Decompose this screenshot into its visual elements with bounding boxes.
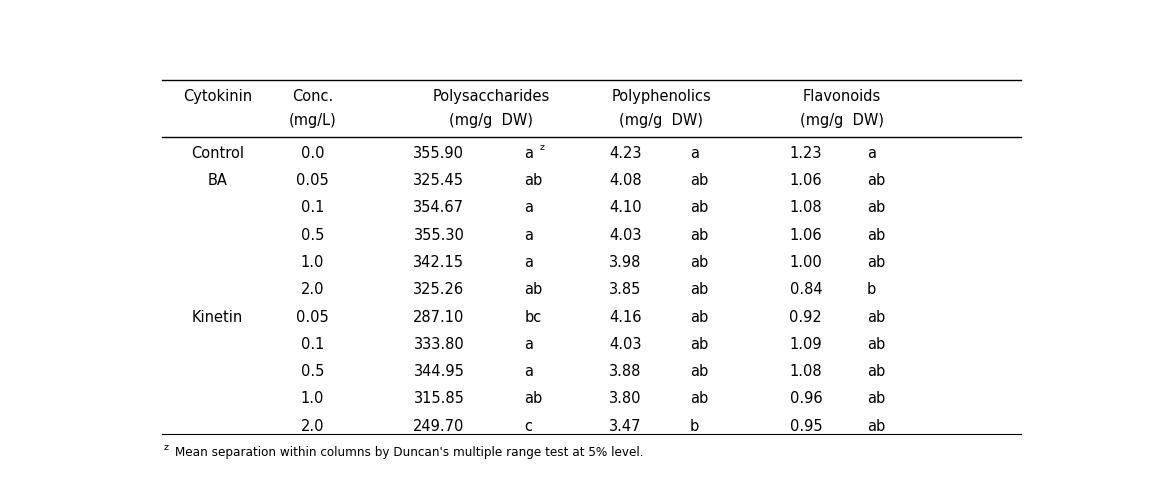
- Text: 249.70: 249.70: [413, 418, 464, 433]
- Text: z: z: [540, 143, 545, 151]
- Text: 0.05: 0.05: [297, 309, 329, 324]
- Text: 0.05: 0.05: [297, 173, 329, 188]
- Text: ab: ab: [690, 336, 709, 351]
- Text: ab: ab: [524, 173, 542, 188]
- Text: (mg/g  DW): (mg/g DW): [620, 113, 703, 128]
- Text: ab: ab: [867, 336, 885, 351]
- Text: Mean separation within columns by Duncan's multiple range test at 5% level.: Mean separation within columns by Duncan…: [174, 445, 643, 458]
- Text: ab: ab: [690, 173, 709, 188]
- Text: a: a: [524, 227, 533, 242]
- Text: a: a: [524, 363, 533, 378]
- Text: 0.92: 0.92: [789, 309, 822, 324]
- Text: ab: ab: [867, 418, 885, 433]
- Text: 0.96: 0.96: [789, 391, 822, 406]
- Text: a: a: [524, 336, 533, 351]
- Text: 344.95: 344.95: [413, 363, 464, 378]
- Text: c: c: [524, 418, 532, 433]
- Text: ab: ab: [690, 391, 709, 406]
- Text: ab: ab: [867, 363, 885, 378]
- Text: 3.80: 3.80: [609, 391, 642, 406]
- Text: a: a: [690, 146, 699, 161]
- Text: Conc.: Conc.: [292, 89, 334, 104]
- Text: ab: ab: [690, 282, 709, 297]
- Text: ab: ab: [690, 200, 709, 215]
- Text: 1.00: 1.00: [789, 255, 822, 270]
- Text: ab: ab: [867, 173, 885, 188]
- Text: 0.1: 0.1: [301, 200, 324, 215]
- Text: 2.0: 2.0: [301, 418, 324, 433]
- Text: 4.03: 4.03: [609, 336, 642, 351]
- Text: 0.84: 0.84: [789, 282, 822, 297]
- Text: 0.1: 0.1: [301, 336, 324, 351]
- Text: (mg/g  DW): (mg/g DW): [449, 113, 533, 128]
- Text: z: z: [164, 442, 168, 451]
- Text: Flavonoids: Flavonoids: [803, 89, 881, 104]
- Text: ab: ab: [524, 391, 542, 406]
- Text: 1.23: 1.23: [789, 146, 822, 161]
- Text: 0.5: 0.5: [301, 363, 324, 378]
- Text: 342.15: 342.15: [413, 255, 464, 270]
- Text: 325.26: 325.26: [413, 282, 464, 297]
- Text: bc: bc: [524, 309, 541, 324]
- Text: Kinetin: Kinetin: [192, 309, 243, 324]
- Text: 315.85: 315.85: [413, 391, 464, 406]
- Text: 287.10: 287.10: [413, 309, 464, 324]
- Text: 1.08: 1.08: [789, 200, 822, 215]
- Text: 354.67: 354.67: [413, 200, 464, 215]
- Text: b: b: [690, 418, 699, 433]
- Text: 3.88: 3.88: [609, 363, 642, 378]
- Text: b: b: [867, 282, 876, 297]
- Text: 333.80: 333.80: [413, 336, 464, 351]
- Text: a: a: [524, 146, 533, 161]
- Text: 1.09: 1.09: [789, 336, 822, 351]
- Text: 0.5: 0.5: [301, 227, 324, 242]
- Text: ab: ab: [690, 363, 709, 378]
- Text: Polysaccharides: Polysaccharides: [433, 89, 550, 104]
- Text: 1.0: 1.0: [301, 255, 324, 270]
- Text: a: a: [524, 200, 533, 215]
- Text: 1.0: 1.0: [301, 391, 324, 406]
- Text: 1.06: 1.06: [789, 173, 822, 188]
- Text: Cytokinin: Cytokinin: [183, 89, 253, 104]
- Text: 1.06: 1.06: [789, 227, 822, 242]
- Text: 4.03: 4.03: [609, 227, 642, 242]
- Text: 1.08: 1.08: [789, 363, 822, 378]
- Text: Control: Control: [192, 146, 245, 161]
- Text: ab: ab: [867, 200, 885, 215]
- Text: 4.16: 4.16: [609, 309, 642, 324]
- Text: 0.95: 0.95: [789, 418, 822, 433]
- Text: 4.10: 4.10: [609, 200, 642, 215]
- Text: ab: ab: [867, 227, 885, 242]
- Text: 355.90: 355.90: [413, 146, 464, 161]
- Text: 4.08: 4.08: [609, 173, 642, 188]
- Text: ab: ab: [524, 282, 542, 297]
- Text: 3.85: 3.85: [609, 282, 642, 297]
- Text: (mg/g  DW): (mg/g DW): [800, 113, 884, 128]
- Text: a: a: [867, 146, 876, 161]
- Text: ab: ab: [867, 309, 885, 324]
- Text: BA: BA: [208, 173, 227, 188]
- Text: a: a: [524, 255, 533, 270]
- Text: 3.47: 3.47: [609, 418, 642, 433]
- Text: 2.0: 2.0: [301, 282, 324, 297]
- Text: ab: ab: [867, 255, 885, 270]
- Text: 355.30: 355.30: [413, 227, 464, 242]
- Text: ab: ab: [867, 391, 885, 406]
- Text: 0.0: 0.0: [301, 146, 324, 161]
- Text: 4.23: 4.23: [609, 146, 642, 161]
- Text: 3.98: 3.98: [609, 255, 642, 270]
- Text: Polyphenolics: Polyphenolics: [612, 89, 711, 104]
- Text: ab: ab: [690, 227, 709, 242]
- Text: 325.45: 325.45: [413, 173, 464, 188]
- Text: ab: ab: [690, 255, 709, 270]
- Text: ab: ab: [690, 309, 709, 324]
- Text: (mg/L): (mg/L): [288, 113, 336, 128]
